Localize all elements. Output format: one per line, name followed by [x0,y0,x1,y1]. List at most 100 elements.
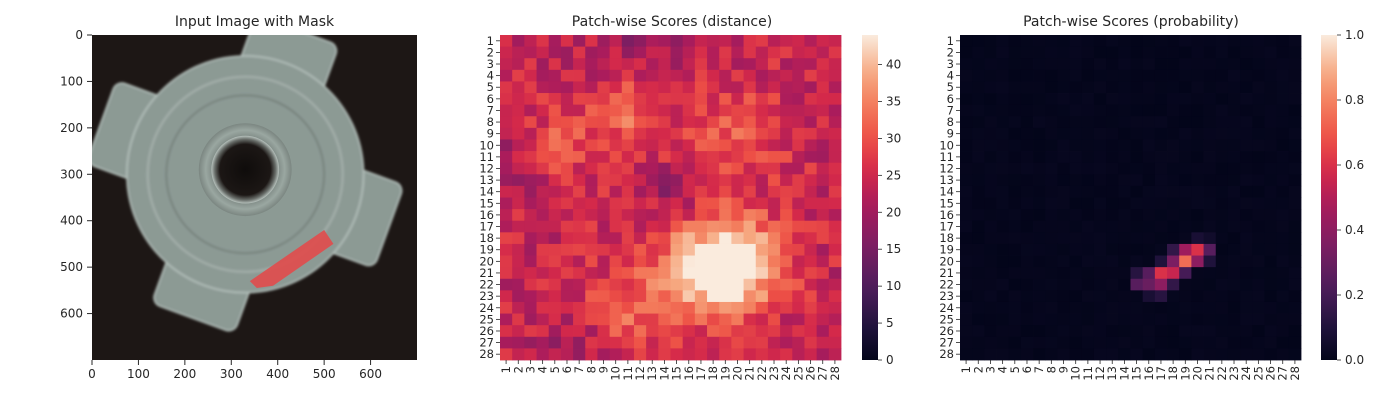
heatmap-cell [560,46,574,59]
heatmap-cell [536,255,550,268]
heatmap-cell [1191,116,1204,129]
heatmap-cell [658,267,671,280]
heatmap-cell [658,104,671,117]
heatmap-cell [1106,336,1119,349]
center-hole [211,135,280,204]
heatmap-cell [609,336,623,349]
heatmap-cell [609,301,623,314]
heatmap-cell [1215,151,1229,164]
heatmap-cell [658,197,671,210]
heatmap-cell [1093,232,1107,245]
heatmap-cell [1142,69,1156,82]
heatmap-cell [1057,81,1071,94]
heatmap-cell [1179,255,1192,268]
heatmap-cell [1215,255,1229,268]
heatmap-cell [1215,336,1229,349]
anomaly-mask [249,230,334,289]
row-label: 14 [939,185,954,199]
x-tick-label: 300 [220,367,243,381]
heatmap-cell [960,185,973,198]
heatmap-cell [1142,255,1156,268]
heatmap-cell [560,93,574,106]
heatmap-cell [597,255,611,268]
heatmap-cell [731,336,744,349]
heatmap-cell [1227,127,1241,140]
heatmap-cell [1154,104,1168,117]
heatmap-cell [1118,301,1131,314]
heatmap-cell [548,348,562,361]
heatmap-cell [1081,325,1095,338]
colorbar-gradient [862,35,878,360]
heatmap-cell [719,104,732,117]
heatmap-cell [694,278,708,291]
heatmap-cell [1167,174,1180,187]
y-tick-label: 600 [60,307,83,321]
heatmap-cell [1252,325,1265,338]
heatmap-cell [524,185,537,198]
heatmap-cell [1227,151,1241,164]
col-label: 24 [1239,366,1253,381]
heatmap-cell [646,348,659,361]
heatmap-cell [731,232,744,245]
heatmap-cell [609,209,623,222]
heatmap-cell [780,58,793,71]
heatmap-cell [743,185,757,198]
heatmap-cell [1081,162,1095,175]
heatmap-cell [1276,325,1290,338]
heatmap-cell [597,104,611,117]
heatmap-cell [1033,209,1046,222]
col-label: 8 [584,366,598,373]
heatmap-cell [1179,243,1192,256]
heatmap-cell [1154,278,1168,291]
heatmap-cell [1093,35,1107,48]
heatmap-cell [633,185,647,198]
heatmap-cell [1130,267,1144,280]
heatmap-cell [743,313,757,326]
heatmap-cell [573,69,586,82]
heatmap-cell [972,197,985,210]
heatmap-cell [767,116,781,129]
heatmap-cell [548,104,562,117]
heatmap-cell [1264,81,1278,94]
heatmap-cell [573,267,586,280]
heatmap-cell [621,348,635,361]
heatmap-cell [500,197,513,210]
heatmap-cell [1179,162,1192,175]
heatmap-cell [621,151,635,164]
heatmap-cell [1045,336,1058,349]
heatmap-cell [972,151,985,164]
heatmap-cell [1288,197,1302,210]
heatmap-cell [573,243,586,256]
heatmap-cell [1081,278,1095,291]
heatmap-cell [1106,104,1119,117]
heatmap-cell [524,58,537,71]
heatmap-cell [633,104,647,117]
heatmap-cell [633,81,647,94]
heatmap-cell [573,232,586,245]
heatmap-cell [755,81,769,94]
heatmap-cell [1093,58,1107,71]
heatmap-cell [804,348,818,361]
heatmap-cell [731,243,744,256]
colorbar-gradient [1321,35,1337,360]
heatmap-cell [1215,185,1229,198]
colorbar-tick-label: 0 [886,353,894,367]
heatmap-cell [780,151,793,164]
heatmap-cell [658,116,671,129]
heatmap-cell [500,209,513,222]
heatmap-cell [767,197,781,210]
heatmap-cell [512,232,525,245]
heatmap-cell [1252,139,1265,152]
heatmap-cell [1118,139,1131,152]
row-label: 15 [479,196,494,210]
heatmap-cell [743,197,757,210]
heatmap-cell [573,127,586,140]
heatmap-probability [960,35,1302,361]
heatmap-cell [1033,197,1046,210]
heatmap-cell [1142,185,1156,198]
heatmap-cell [609,81,623,94]
heatmap-cell [767,151,781,164]
heatmap-cell [1057,162,1071,175]
heatmap-cell [536,290,550,303]
heatmap-cell [585,267,598,280]
